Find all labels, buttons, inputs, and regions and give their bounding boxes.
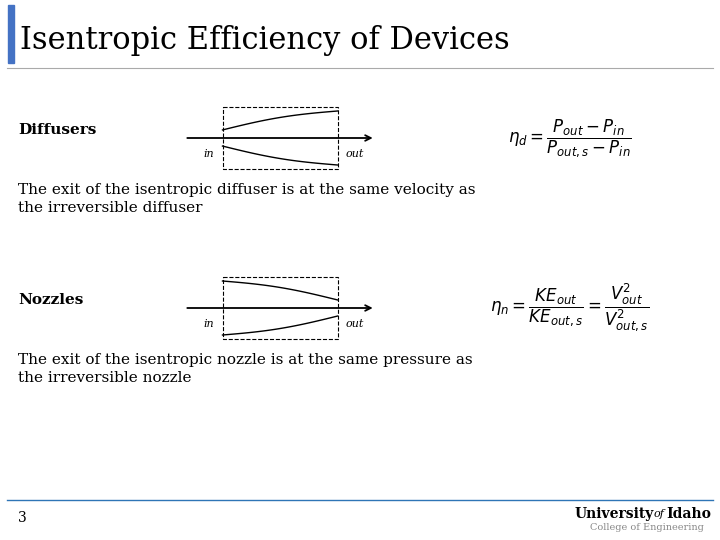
Text: in: in: [204, 319, 215, 329]
Text: out: out: [346, 319, 364, 329]
Text: Nozzles: Nozzles: [18, 293, 84, 307]
Bar: [8, 5, 14, 63]
Text: of: of: [654, 509, 665, 519]
Text: Diffusers: Diffusers: [18, 123, 96, 137]
Text: University: University: [575, 507, 654, 521]
Text: College of Engineering: College of Engineering: [590, 523, 704, 531]
Bar: [222, 107, 338, 169]
Text: out: out: [346, 149, 364, 159]
Text: in: in: [204, 149, 215, 159]
Text: Isentropic Efficiency of Devices: Isentropic Efficiency of Devices: [20, 24, 510, 56]
Text: $\eta_n = \dfrac{KE_{out}}{KE_{out,s}} = \dfrac{V^2_{out}}{V^2_{out,s}}$: $\eta_n = \dfrac{KE_{out}}{KE_{out,s}} =…: [490, 282, 649, 334]
Text: $\eta_d = \dfrac{P_{out} - P_{in}}{P_{out,s} - P_{in}}$: $\eta_d = \dfrac{P_{out} - P_{in}}{P_{ou…: [508, 117, 632, 159]
Text: 3: 3: [18, 511, 27, 525]
Text: The exit of the isentropic diffuser is at the same velocity as: The exit of the isentropic diffuser is a…: [18, 183, 475, 197]
Text: Idaho: Idaho: [666, 507, 711, 521]
Text: the irreversible nozzle: the irreversible nozzle: [18, 371, 192, 385]
Text: The exit of the isentropic nozzle is at the same pressure as: The exit of the isentropic nozzle is at …: [18, 353, 472, 367]
Bar: [222, 277, 338, 339]
Text: the irreversible diffuser: the irreversible diffuser: [18, 201, 202, 215]
